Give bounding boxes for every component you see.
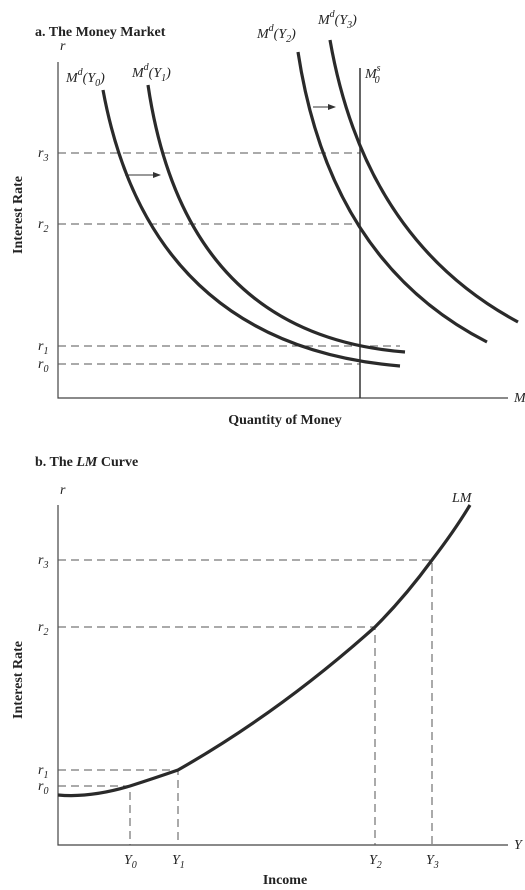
x-symbol: M (513, 391, 525, 406)
y-symbol: r (60, 483, 66, 498)
demand-curve (296, 51, 488, 344)
demand-curve (101, 89, 401, 368)
x-label: Income (263, 873, 307, 888)
symbol-label: r0 (38, 357, 48, 375)
symbol-label: Md(Y1) (131, 62, 171, 84)
demand-curve (328, 39, 519, 324)
lm-curve (57, 504, 472, 798)
rate-guides (58, 152, 400, 365)
lm-guides (58, 559, 433, 845)
symbol-label: r1 (38, 339, 48, 357)
axes (57, 505, 508, 846)
y-label: Interest Rate (11, 176, 26, 254)
symbol-label: r3 (38, 146, 48, 164)
curve-label: LM (451, 491, 473, 506)
x-symbol: Y (514, 838, 524, 853)
symbol-label: r2 (38, 217, 48, 235)
panel-title: a. The Money Market (35, 25, 166, 40)
symbol-label: r2 (38, 620, 48, 638)
symbol-label: Md(Y0) (65, 67, 105, 89)
panel-title: b. The LM Curve (35, 455, 138, 470)
axes (57, 62, 508, 399)
symbol-label: r1 (38, 763, 48, 781)
symbol-label: Md(Y2) (256, 23, 296, 45)
y-label: Interest Rate (11, 641, 26, 719)
symbol-label: Y0 (124, 853, 137, 871)
demand-curve (146, 84, 406, 354)
symbol-label: r0 (38, 779, 48, 797)
x-label: Quantity of Money (228, 413, 342, 428)
symbol-label: Md(Y3) (317, 9, 357, 31)
symbol-label: Y1 (172, 853, 185, 871)
symbol-label: Y2 (369, 853, 382, 871)
y-symbol: r (60, 39, 66, 54)
symbol-label: Y3 (426, 853, 439, 871)
symbol-label: r3 (38, 553, 48, 571)
supply-label: Ms 0 (364, 63, 381, 86)
